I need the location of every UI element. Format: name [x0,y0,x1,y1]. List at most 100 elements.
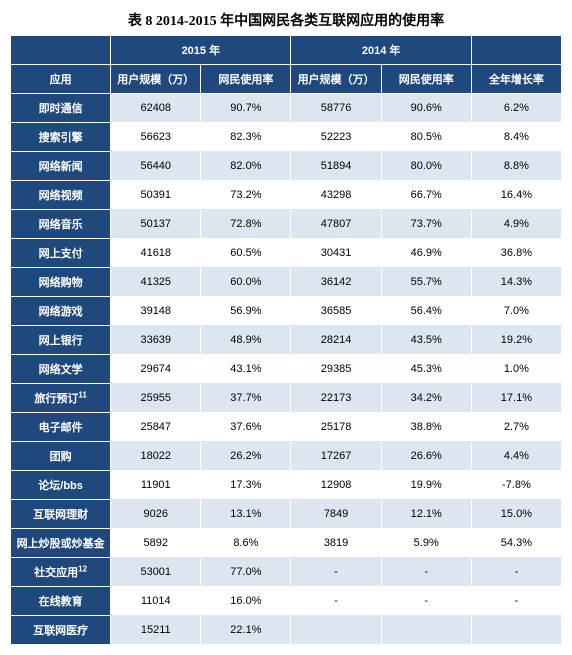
cell-value: 26.2% [201,442,291,471]
cell-value: 29674 [111,355,201,384]
cell-value: 53001 [111,558,201,587]
cell-value: 22173 [291,384,381,413]
cell-value: 16.0% [201,587,291,616]
cell-value: 33639 [111,326,201,355]
cell-value: 26.6% [381,442,471,471]
hdr-rate-2014: 网民使用率 [381,65,471,94]
cell-value: 19.9% [381,471,471,500]
cell-value: - [471,558,561,587]
table-row: 社交应用125300177.0%--- [11,558,562,587]
cell-value [381,616,471,645]
cell-value: 17.1% [471,384,561,413]
cell-app: 网络购物 [11,268,111,297]
cell-value: 37.6% [201,413,291,442]
cell-app: 互联网医疗 [11,616,111,645]
cell-value: 43298 [291,181,381,210]
header-row-1: 2015 年 2014 年 [11,36,562,65]
cell-value: - [381,558,471,587]
cell-app: 论坛/bbs [11,471,111,500]
cell-value: 1.0% [471,355,561,384]
cell-value: 28214 [291,326,381,355]
cell-value: 11014 [111,587,201,616]
cell-value: 9026 [111,500,201,529]
cell-app: 在线教育 [11,587,111,616]
table-row: 网络购物4132560.0%3614255.7%14.3% [11,268,562,297]
cell-value: 36585 [291,297,381,326]
cell-value: 41325 [111,268,201,297]
cell-value: 3819 [291,529,381,558]
table-row: 旅行预订112595537.7%2217334.2%17.1% [11,384,562,413]
table-row: 网络音乐5013772.8%4780773.7%4.9% [11,210,562,239]
table-row: 网络游戏3914856.9%3658556.4%7.0% [11,297,562,326]
cell-value: 30431 [291,239,381,268]
cell-app: 旅行预订11 [11,384,111,413]
cell-value: 58776 [291,94,381,123]
cell-value: 72.8% [201,210,291,239]
hdr-growth: 全年增长率 [471,65,561,94]
cell-value: 2.7% [471,413,561,442]
table-row: 网上银行3363948.9%2821443.5%19.2% [11,326,562,355]
cell-value: 62408 [111,94,201,123]
cell-value: 82.0% [201,152,291,181]
cell-value: 50391 [111,181,201,210]
usage-table: 2015 年 2014 年 应用 用户规模（万） 网民使用率 用户规模（万） 网… [10,35,562,645]
table-row: 电子邮件2584737.6%2517838.8%2.7% [11,413,562,442]
cell-value: 25847 [111,413,201,442]
cell-value: 36.8% [471,239,561,268]
cell-value: 52223 [291,123,381,152]
cell-app: 网络游戏 [11,297,111,326]
cell-value: 90.7% [201,94,291,123]
cell-app: 网络新闻 [11,152,111,181]
cell-value: 60.0% [201,268,291,297]
cell-app: 网上银行 [11,326,111,355]
cell-value: 36142 [291,268,381,297]
cell-value: - [291,558,381,587]
cell-value: 73.7% [381,210,471,239]
cell-value: 82.3% [201,123,291,152]
hdr-blank2 [471,36,561,65]
cell-value: 45.3% [381,355,471,384]
table-row: 即时通信6240890.7%5877690.6%6.2% [11,94,562,123]
table-row: 互联网医疗1521122.1% [11,616,562,645]
cell-app: 网上炒股或炒基金 [11,529,111,558]
cell-value: - [291,587,381,616]
cell-value: 15211 [111,616,201,645]
table-row: 网络文学2967443.1%2938545.3%1.0% [11,355,562,384]
cell-value: 41618 [111,239,201,268]
cell-value: 43.1% [201,355,291,384]
cell-value: 15.0% [471,500,561,529]
table-title: 表 8 2014-2015 年中国网民各类互联网应用的使用率 [10,10,562,30]
cell-value: 8.4% [471,123,561,152]
table-row: 团购1802226.2%1726726.6%4.4% [11,442,562,471]
cell-value: 38.8% [381,413,471,442]
cell-value: 34.2% [381,384,471,413]
cell-value: 25955 [111,384,201,413]
hdr-rate-2015: 网民使用率 [201,65,291,94]
cell-value: 25178 [291,413,381,442]
cell-value: -7.8% [471,471,561,500]
cell-value: 47807 [291,210,381,239]
cell-value: 14.3% [471,268,561,297]
cell-value: 13.1% [201,500,291,529]
cell-value: 39148 [111,297,201,326]
cell-value: 6.2% [471,94,561,123]
table-row: 网络视频5039173.2%4329866.7%16.4% [11,181,562,210]
cell-value: 4.4% [471,442,561,471]
cell-value: 56623 [111,123,201,152]
cell-app: 团购 [11,442,111,471]
table-row: 搜索引擎5662382.3%5222380.5%8.4% [11,123,562,152]
cell-value: 17267 [291,442,381,471]
cell-value: 46.9% [381,239,471,268]
hdr-2014: 2014 年 [291,36,471,65]
cell-value: 56440 [111,152,201,181]
cell-value: 90.6% [381,94,471,123]
hdr-scale-2014: 用户规模（万） [291,65,381,94]
cell-value: 80.0% [381,152,471,181]
cell-app: 网络视频 [11,181,111,210]
cell-value: 5.9% [381,529,471,558]
hdr-blank [11,36,111,65]
cell-value: 11901 [111,471,201,500]
cell-value: 8.8% [471,152,561,181]
cell-value: 19.2% [471,326,561,355]
cell-value: 17.3% [201,471,291,500]
